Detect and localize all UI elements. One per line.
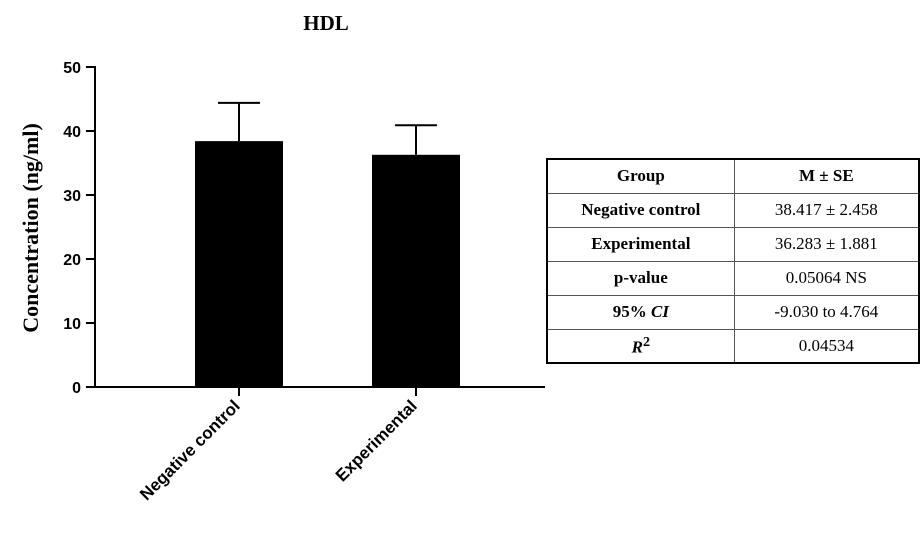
table-row: Negative control 38.417 ± 2.458: [547, 193, 919, 227]
row-label: p-value: [547, 261, 734, 295]
r-italic: R: [632, 338, 643, 357]
y-tick-label: 10: [63, 316, 81, 333]
ci-italic: CI: [651, 302, 669, 321]
bar-chart: HDL Concentration (ng/ml) 0 10 20 30 40 50 Neg…: [0, 0, 545, 543]
x-tick-label: Negative control: [136, 396, 244, 504]
row-label-ci: 95% CI: [547, 295, 734, 329]
x-tick-label: Experimental: [332, 396, 421, 485]
chart-title: HDL: [303, 11, 349, 35]
table-row: 95% CI -9.030 to 4.764: [547, 295, 919, 329]
y-tick-label: 40: [63, 124, 81, 141]
bar: [372, 155, 460, 387]
row-label: Negative control: [547, 193, 734, 227]
y-axis-label: Concentration (ng/ml): [18, 123, 43, 333]
row-value: 0.04534: [734, 329, 919, 363]
plot-area: 0 10 20 30 40 50 Negative control Experimental: [63, 60, 545, 504]
row-value: 0.05064 NS: [734, 261, 919, 295]
table-row: R2 0.04534: [547, 329, 919, 363]
table-header-row: Group M ± SE: [547, 159, 919, 193]
row-label: Experimental: [547, 227, 734, 261]
row-value: 36.283 ± 1.881: [734, 227, 919, 261]
y-tick-label: 50: [63, 60, 81, 77]
row-value: -9.030 to 4.764: [734, 295, 919, 329]
header-group: Group: [547, 159, 734, 193]
statistics-table: Group M ± SE Negative control 38.417 ± 2…: [546, 158, 920, 364]
y-tick-label: 20: [63, 252, 81, 269]
row-value: 38.417 ± 2.458: [734, 193, 919, 227]
row-label-r2: R2: [547, 329, 734, 363]
bar: [195, 141, 283, 387]
y-tick-label: 30: [63, 188, 81, 205]
header-mean-se: M ± SE: [734, 159, 919, 193]
table-row: Experimental 36.283 ± 1.881: [547, 227, 919, 261]
r-superscript: 2: [643, 334, 650, 350]
y-tick-label: 0: [72, 380, 81, 397]
ci-prefix: 95%: [613, 302, 651, 321]
table-row: p-value 0.05064 NS: [547, 261, 919, 295]
